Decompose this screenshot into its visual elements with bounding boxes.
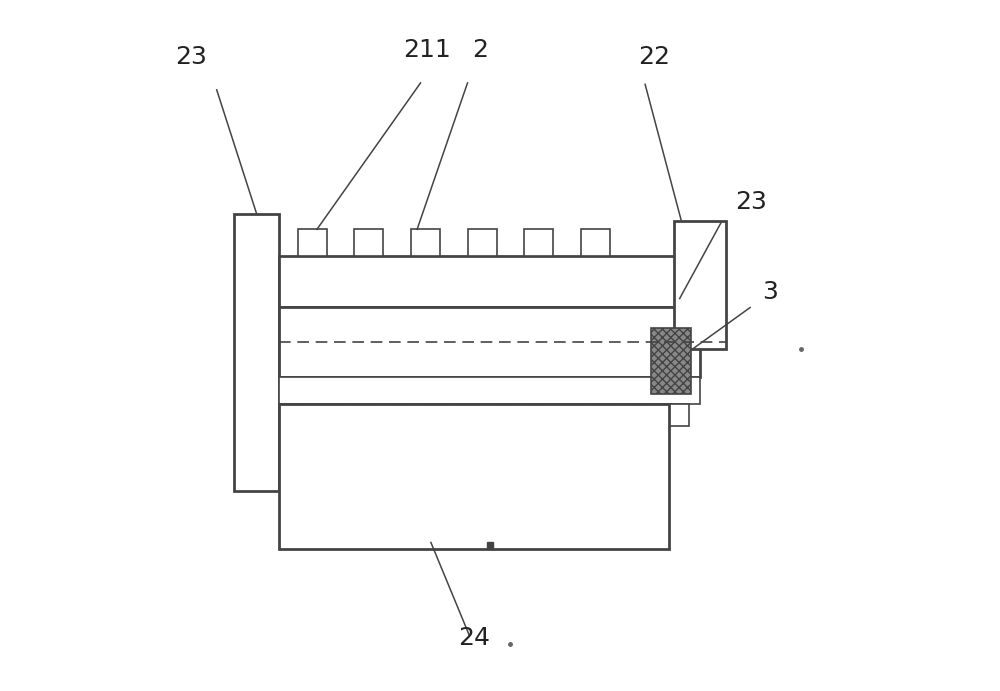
Bar (279, 377, 700, 404)
Bar (559, 404, 585, 426)
Text: 24: 24 (459, 625, 491, 650)
Bar (421, 404, 447, 426)
Bar (468, 229, 497, 256)
Text: 211: 211 (403, 38, 451, 62)
Bar (354, 229, 383, 256)
Bar (581, 229, 610, 256)
Bar (282, 404, 309, 426)
Text: 3: 3 (763, 280, 778, 304)
Bar (279, 256, 700, 307)
Bar (651, 328, 691, 394)
Bar (386, 404, 412, 426)
Bar (298, 229, 327, 256)
Bar (524, 229, 553, 256)
Text: 22: 22 (638, 45, 670, 69)
Bar (455, 404, 481, 426)
Bar (674, 221, 726, 349)
Bar (524, 404, 550, 426)
Text: 2: 2 (472, 38, 488, 62)
Bar (317, 404, 343, 426)
Text: 23: 23 (735, 190, 767, 214)
Bar (351, 404, 378, 426)
Bar (411, 229, 440, 256)
Bar (628, 404, 654, 426)
Bar (234, 214, 279, 491)
Text: 23: 23 (175, 45, 207, 69)
Bar (593, 404, 620, 426)
Bar (662, 404, 689, 426)
Bar (279, 307, 700, 377)
Bar (490, 404, 516, 426)
Bar (279, 404, 669, 549)
